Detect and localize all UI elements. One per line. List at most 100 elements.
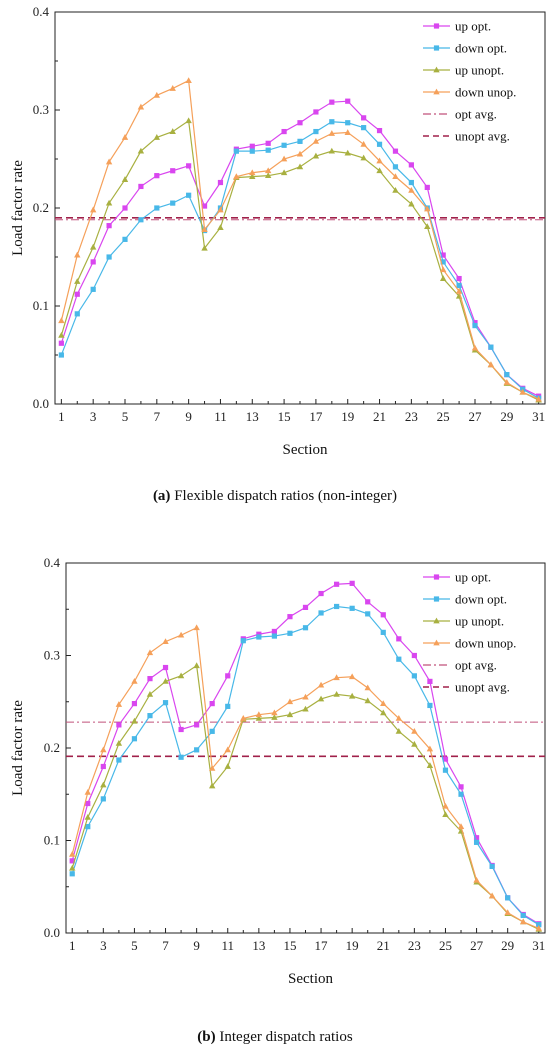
data-point bbox=[296, 163, 304, 170]
data-point bbox=[345, 98, 351, 104]
data-point bbox=[440, 252, 446, 258]
data-point bbox=[169, 128, 176, 134]
data-point bbox=[100, 763, 106, 770]
data-point bbox=[225, 703, 231, 709]
x-tick-label: 17 bbox=[309, 409, 323, 424]
data-point bbox=[439, 275, 447, 281]
data-point bbox=[255, 711, 263, 718]
x-tick-label: 23 bbox=[408, 938, 421, 953]
legend-marker bbox=[433, 45, 440, 51]
data-point bbox=[473, 839, 480, 845]
x-tick-label: 3 bbox=[90, 409, 97, 424]
x-tick-label: 11 bbox=[221, 938, 234, 953]
data-point bbox=[396, 636, 402, 642]
data-point bbox=[240, 715, 247, 721]
data-point bbox=[162, 664, 169, 671]
data-point bbox=[392, 186, 399, 193]
x-tick-label: 5 bbox=[131, 938, 138, 953]
data-point bbox=[473, 835, 480, 841]
data-point bbox=[286, 711, 294, 718]
legend-marker bbox=[433, 88, 440, 95]
x-tick-label: 21 bbox=[377, 938, 390, 953]
x-tick-label: 11 bbox=[214, 409, 227, 424]
data-point bbox=[442, 756, 449, 762]
data-point bbox=[185, 117, 192, 124]
data-point bbox=[146, 690, 154, 697]
data-point bbox=[264, 172, 272, 179]
data-point bbox=[489, 863, 495, 869]
data-point bbox=[209, 728, 215, 734]
caption-tag: (b) bbox=[197, 1029, 215, 1045]
data-point bbox=[271, 709, 278, 716]
data-point bbox=[424, 205, 431, 212]
data-point bbox=[287, 630, 293, 636]
data-point bbox=[380, 709, 387, 716]
legend-label: down opt. bbox=[455, 41, 507, 56]
data-point bbox=[170, 200, 176, 206]
data-point bbox=[74, 278, 81, 284]
data-point bbox=[255, 715, 263, 721]
data-point bbox=[69, 864, 76, 871]
data-point bbox=[271, 714, 278, 720]
data-point bbox=[472, 320, 478, 326]
data-point bbox=[334, 581, 340, 587]
legend-marker bbox=[433, 23, 440, 29]
x-tick-label: 3 bbox=[100, 938, 107, 953]
data-point bbox=[333, 690, 340, 697]
data-point bbox=[249, 143, 255, 149]
data-point bbox=[456, 275, 462, 282]
data-point bbox=[424, 184, 430, 191]
data-point bbox=[442, 767, 449, 773]
x-tick-label: 19 bbox=[341, 409, 354, 424]
x-tick-label: 19 bbox=[346, 938, 359, 953]
series-down-unop bbox=[58, 77, 542, 402]
chart-panel-b: 0.00.10.20.30.41 3 5 7 9 11 13 15 17 19 21 23 25 27 29… bbox=[10, 555, 546, 1045]
data-point bbox=[317, 695, 325, 702]
data-point bbox=[408, 186, 415, 193]
caption-tag: (a) bbox=[153, 488, 171, 504]
data-point bbox=[348, 692, 356, 699]
data-point bbox=[349, 580, 355, 586]
data-point bbox=[154, 173, 160, 179]
y-tick-label: 0.4 bbox=[33, 4, 50, 19]
data-point bbox=[169, 85, 176, 91]
data-point bbox=[146, 649, 154, 656]
panel-caption: (b) Integer dispatch ratios bbox=[197, 1029, 353, 1045]
data-point bbox=[535, 924, 542, 931]
data-point bbox=[458, 791, 464, 797]
x-tick-label: 7 bbox=[154, 409, 161, 424]
data-point bbox=[74, 291, 80, 297]
data-point bbox=[376, 141, 383, 147]
data-point bbox=[137, 103, 145, 110]
data-point bbox=[440, 259, 446, 265]
x-tick-label: 13 bbox=[246, 409, 259, 424]
data-point bbox=[503, 379, 511, 385]
data-point bbox=[396, 656, 402, 662]
data-point bbox=[89, 206, 97, 213]
data-point bbox=[233, 148, 239, 154]
data-point bbox=[265, 140, 271, 146]
data-point bbox=[115, 739, 123, 746]
data-point bbox=[138, 217, 144, 223]
data-point bbox=[194, 722, 200, 728]
caption-text: Integer dispatch ratios bbox=[216, 1029, 353, 1045]
data-point bbox=[85, 800, 91, 807]
data-point bbox=[360, 154, 367, 161]
data-point bbox=[504, 909, 511, 916]
y-tick-label: 0.0 bbox=[44, 925, 60, 940]
data-point bbox=[105, 158, 113, 165]
data-point bbox=[170, 168, 176, 174]
data-point bbox=[90, 259, 96, 265]
x-tick-label: 25 bbox=[439, 938, 452, 953]
data-point bbox=[281, 142, 287, 148]
data-point bbox=[201, 203, 208, 209]
data-point bbox=[426, 745, 434, 752]
x-tick-label: 9 bbox=[193, 938, 200, 953]
data-point bbox=[427, 702, 433, 709]
y-tick-label: 0.1 bbox=[33, 298, 49, 313]
data-point bbox=[380, 629, 386, 635]
data-point bbox=[411, 740, 418, 747]
legend-label: up opt. bbox=[455, 19, 491, 34]
data-point bbox=[504, 372, 510, 378]
